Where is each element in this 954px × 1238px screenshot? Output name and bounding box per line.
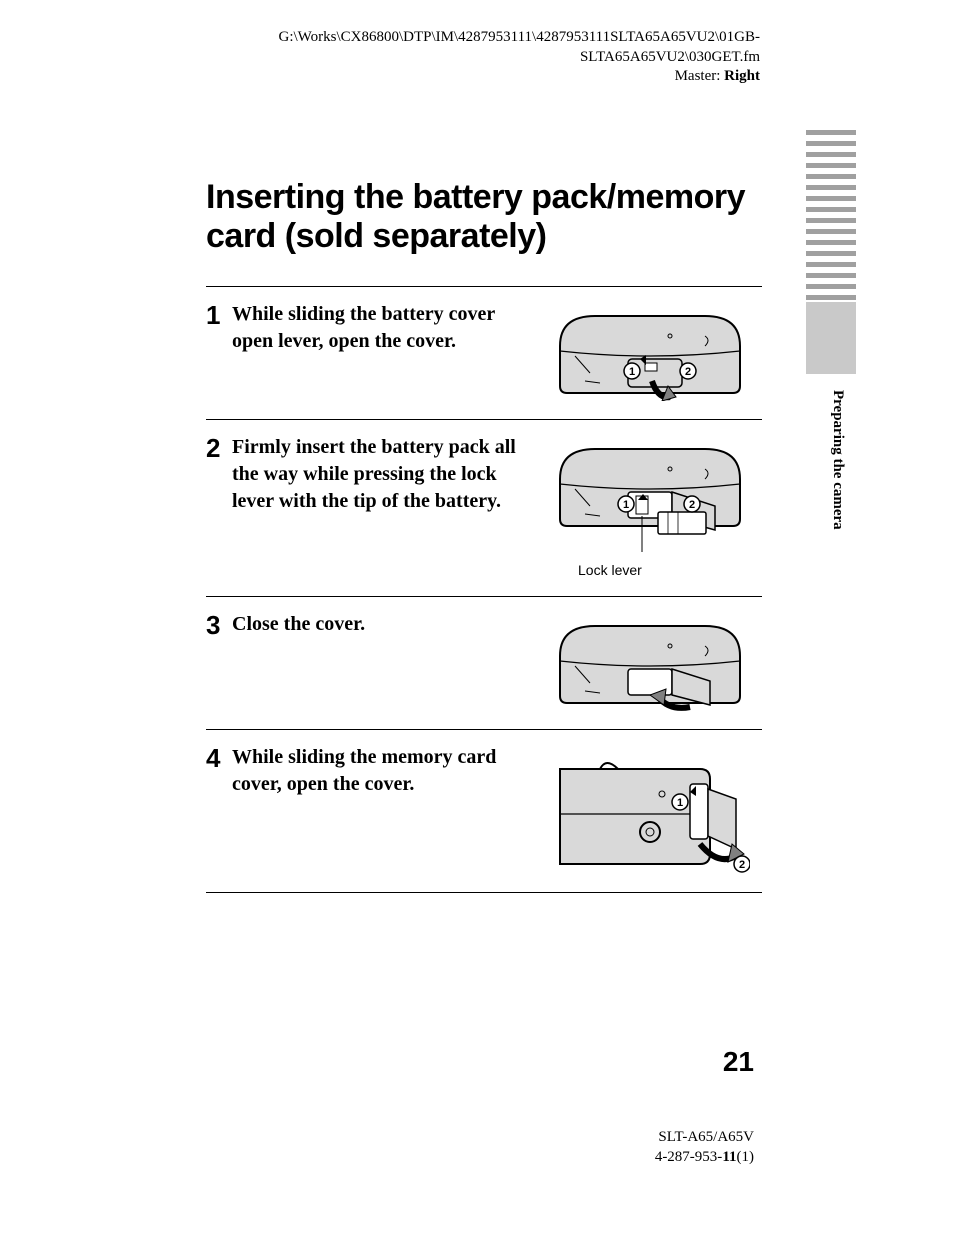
step-number: 3	[206, 611, 232, 638]
step-block: 4While sliding the memory card cover, op…	[206, 729, 762, 893]
step-text: Firmly insert the battery pack all the w…	[232, 434, 532, 515]
step-number: 2	[206, 434, 232, 461]
page-title: Inserting the battery pack/memory card (…	[206, 178, 762, 256]
step-figure: 1 2 Lock lever	[532, 434, 762, 578]
master-value: Right	[724, 68, 760, 84]
file-path-line1: G:\Works\CX86800\DTP\IM\4287953111\42879…	[0, 28, 760, 48]
step-number: 4	[206, 744, 232, 771]
step-figure	[532, 611, 762, 711]
step-text: While sliding the battery cover open lev…	[232, 301, 532, 355]
footer-model: SLT-A65/A65V	[655, 1128, 754, 1148]
svg-text:2: 2	[689, 499, 695, 511]
svg-text:1: 1	[677, 797, 683, 809]
master-label: Master:	[675, 68, 725, 84]
page-number: 21	[723, 1046, 754, 1078]
master-line: Master: Right	[0, 67, 760, 87]
step-text: Close the cover.	[232, 611, 532, 638]
doc-code-prefix: 4-287-953-	[655, 1149, 723, 1165]
tab-index-current	[806, 302, 856, 374]
step-text: While sliding the memory card cover, ope…	[232, 744, 532, 798]
footer-metadata: SLT-A65/A65V 4-287-953-11(1)	[655, 1128, 754, 1167]
svg-text:1: 1	[623, 499, 629, 511]
figure-caption: Lock lever	[538, 562, 762, 578]
step-block: 3Close the cover.	[206, 596, 762, 729]
doc-code-bold: 11	[722, 1149, 736, 1165]
step-block: 1While sliding the battery cover open le…	[206, 286, 762, 419]
footer-doc-code: 4-287-953-11(1)	[655, 1148, 754, 1168]
header-metadata: G:\Works\CX86800\DTP\IM\4287953111\42879…	[0, 28, 760, 87]
svg-text:1: 1	[629, 366, 635, 378]
step-figure: 12	[532, 301, 762, 401]
file-path-line2: SLTA65A65VU2\030GET.fm	[0, 48, 760, 68]
section-label: Preparing the camera	[826, 390, 846, 560]
doc-code-suffix: (1)	[737, 1149, 755, 1165]
svg-text:2: 2	[685, 366, 691, 378]
tab-index-bars	[806, 130, 856, 306]
step-number: 1	[206, 301, 232, 328]
step-figure: 12	[532, 744, 762, 874]
step-block: 2Firmly insert the battery pack all the …	[206, 419, 762, 596]
main-content: Inserting the battery pack/memory card (…	[206, 178, 762, 893]
svg-text:2: 2	[739, 859, 745, 871]
